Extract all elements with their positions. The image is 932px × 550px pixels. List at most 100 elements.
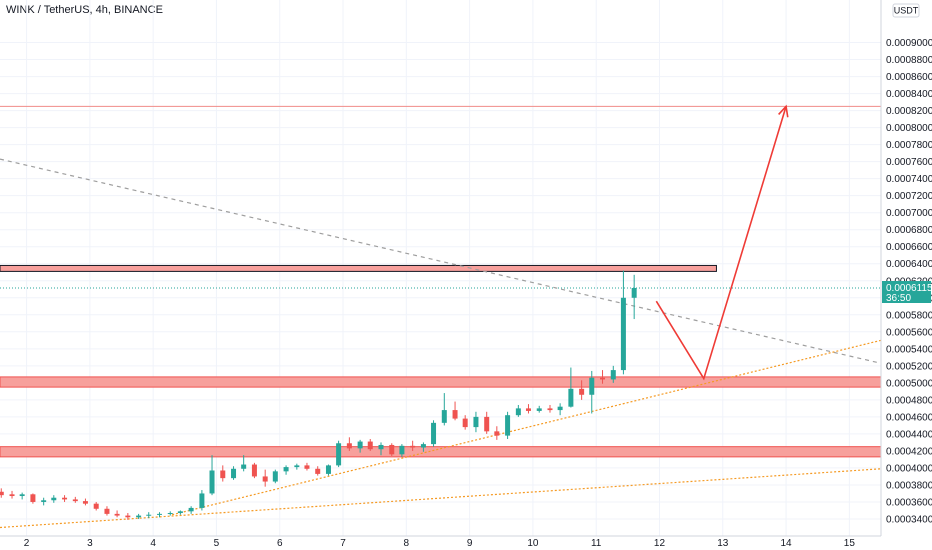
candle-body	[41, 500, 47, 502]
trendline-dashed-descending	[0, 158, 882, 364]
candle-body	[30, 494, 36, 502]
candle	[19, 492, 25, 500]
candle-body	[62, 497, 68, 500]
y-tick-label: 0.0004400	[886, 429, 932, 440]
y-tick-label: 0.0004200	[886, 446, 932, 457]
candle-body	[620, 297, 626, 371]
candle-body	[125, 515, 131, 518]
candle	[452, 401, 458, 421]
candle-body	[515, 408, 521, 416]
currency-badge[interactable]	[892, 3, 920, 18]
candle	[156, 512, 162, 518]
x-tick-label: 6	[277, 538, 283, 549]
y-tick-label: 0.0005600	[886, 327, 932, 338]
candle	[600, 370, 606, 384]
candle	[462, 415, 468, 430]
candle-body	[167, 513, 173, 515]
x-tick-label: 3	[87, 538, 93, 549]
candle-body	[336, 443, 342, 466]
candle	[41, 497, 47, 506]
x-tick-label: 5	[214, 538, 220, 549]
trendline-dotted-rising-steep	[172, 339, 882, 516]
candle-body	[452, 410, 458, 419]
candle	[272, 469, 278, 484]
candle-body	[315, 468, 321, 474]
x-tick-label: 11	[591, 538, 602, 549]
candle	[568, 367, 574, 408]
candle	[9, 490, 15, 499]
candle	[72, 496, 78, 503]
y-tick-label: 0.0006800	[886, 225, 932, 236]
candle	[104, 506, 110, 516]
projection-arrow	[655, 104, 789, 381]
candle	[0, 488, 4, 498]
y-tick-label: 0.0006400	[886, 259, 932, 270]
candle	[525, 404, 531, 414]
candle	[367, 439, 373, 451]
last-price-value: 0.0006115	[886, 283, 932, 294]
candle	[62, 495, 68, 502]
x-tick-label: 15	[844, 538, 856, 549]
y-tick-label: 0.0004600	[886, 412, 932, 423]
y-tick-label: 0.0008400	[886, 89, 932, 100]
candle-body	[557, 406, 563, 411]
candle	[146, 512, 152, 519]
candle-body	[367, 441, 373, 450]
price-axis-bg	[881, 0, 932, 550]
candle-body	[589, 377, 595, 395]
candle-body	[494, 431, 500, 436]
candle	[220, 465, 226, 482]
candle-body	[51, 497, 57, 501]
candle	[231, 466, 237, 480]
candle-body	[146, 514, 152, 516]
y-tick-label: 0.0005000	[886, 378, 932, 389]
candle	[167, 511, 173, 516]
candle-body	[251, 464, 257, 477]
candle-body	[0, 491, 4, 496]
candle	[114, 510, 120, 518]
y-tick-label: 0.0005200	[886, 361, 932, 372]
candle-body	[220, 470, 226, 479]
x-tick-label: 10	[527, 538, 539, 549]
candle-body	[389, 444, 395, 455]
candle-body	[410, 445, 416, 448]
trendline-dotted-rising-shallow	[0, 468, 882, 529]
candle	[294, 463, 300, 470]
candle-body	[283, 467, 289, 472]
candle	[420, 442, 426, 452]
candle-body	[484, 416, 490, 432]
zone-support-mid	[0, 376, 882, 388]
countdown-label: 36:50	[886, 293, 911, 304]
candle	[51, 495, 57, 503]
candle	[431, 420, 437, 447]
candle	[610, 365, 616, 383]
candle-body	[378, 444, 384, 450]
candle-body	[462, 418, 468, 428]
candle-body	[209, 470, 215, 494]
candle	[283, 465, 289, 475]
time-axis[interactable]: 2 3 4 5 6 7 8 9 10 11 12 13 14 15	[0, 535, 932, 550]
x-tick-label: 8	[404, 538, 410, 549]
drawing-lines	[0, 105, 882, 529]
candle-body	[241, 464, 247, 469]
y-tick-label: 0.0006600	[886, 242, 932, 253]
candle-body	[72, 499, 78, 502]
candle	[389, 443, 395, 457]
candle	[125, 513, 131, 520]
candle-body	[82, 501, 88, 504]
y-tick-label: 0.0007400	[886, 174, 932, 185]
y-tick-label: 0.0003600	[886, 497, 932, 508]
candle	[547, 404, 553, 413]
candle	[473, 411, 479, 433]
zones	[0, 264, 882, 458]
candle	[262, 469, 268, 487]
y-tick-label: 0.0005400	[886, 344, 932, 355]
candle-body	[399, 445, 405, 455]
y-tick-label: 0.0007800	[886, 140, 932, 151]
price-axis[interactable]: 0.0003400 0.0003600 0.0003800 0.0004000 0.00…	[880, 0, 932, 550]
candle	[620, 270, 626, 375]
grid	[0, 0, 881, 536]
candle-body	[294, 465, 300, 468]
